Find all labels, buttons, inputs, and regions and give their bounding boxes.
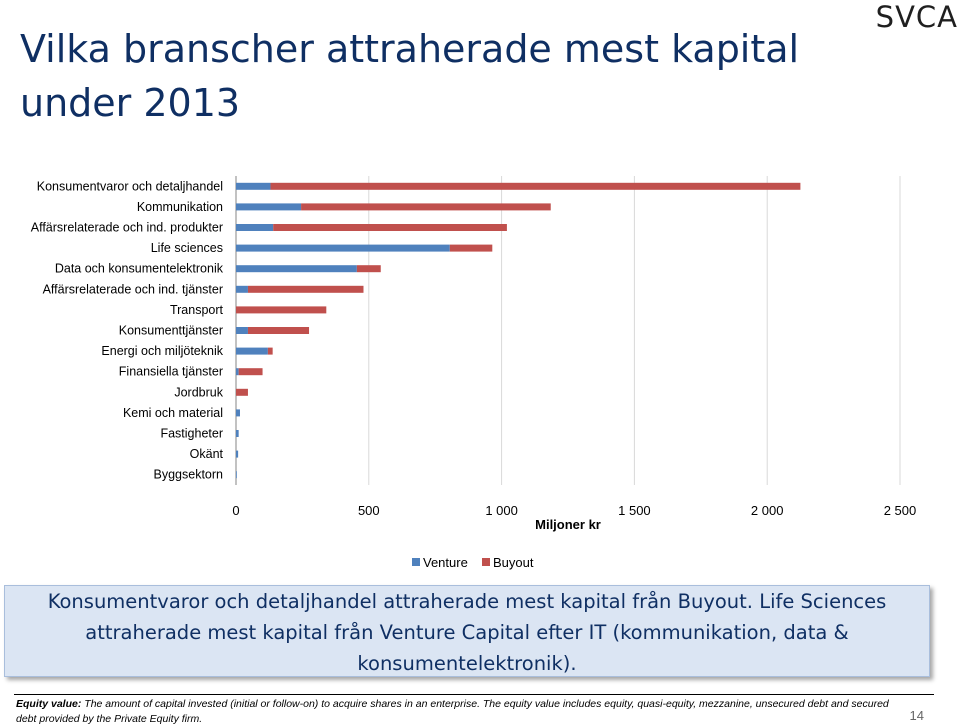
bar-buyout: [247, 285, 364, 293]
x-tick-label: 1 000: [485, 503, 518, 518]
category-label: Affärsrelaterade och ind. tjänster: [43, 282, 223, 296]
bar-buyout: [301, 203, 551, 211]
bar-venture: [236, 285, 248, 293]
x-tick-label: 1 500: [618, 503, 651, 518]
category-label: Kemi och material: [123, 406, 223, 420]
bar-venture: [236, 450, 239, 458]
bar-chart: Konsumentvaror och detaljhandel Kommunika…: [31, 176, 916, 570]
bar-buyout: [236, 388, 248, 396]
category-label: Finansiella tjänster: [119, 365, 223, 379]
category-label: Affärsrelaterade och ind. produkter: [31, 221, 223, 235]
bar-buyout: [247, 327, 310, 334]
bar-venture: [236, 347, 268, 355]
footnote-label: Equity value:: [16, 698, 82, 710]
legend-label-buyout: Buyout: [493, 555, 534, 570]
chart-legend: Venture Buyout: [412, 555, 534, 570]
category-label: Data och konsumentelektronik: [55, 262, 224, 276]
page-number: 14: [909, 708, 924, 723]
category-label: Transport: [170, 303, 224, 317]
x-tick-label: 500: [358, 503, 380, 518]
bar-venture: [236, 203, 302, 211]
chart-category-labels: Konsumentvaror och detaljhandel Kommunika…: [31, 179, 224, 481]
chart-tick-labels: 0 500 1 000 1 500 2 000 2 500: [232, 503, 916, 518]
bar-venture: [236, 327, 248, 334]
category-label: Konsumentvaror och detaljhandel: [37, 179, 223, 193]
bar-buyout: [356, 265, 381, 273]
x-tick-label: 2 500: [884, 503, 917, 518]
bar-venture: [236, 368, 239, 376]
bar-buyout: [236, 306, 327, 314]
bar-buyout: [267, 347, 273, 355]
footnote: Equity value: The amount of capital inve…: [16, 697, 896, 727]
summary-callout: Konsumentvaror och detaljhandel attraher…: [4, 585, 930, 677]
bar-venture: [236, 430, 239, 437]
category-label: Fastigheter: [160, 427, 223, 441]
x-tick-label: 0: [232, 503, 239, 518]
legend-swatch-buyout: [482, 558, 490, 566]
chart-bars: [236, 182, 801, 479]
category-label: Byggsektorn: [154, 468, 224, 482]
footer-divider: [14, 694, 934, 695]
bar-venture: [236, 471, 237, 479]
footnote-text: The amount of capital invested (initial …: [16, 698, 889, 725]
bar-buyout: [449, 244, 493, 252]
x-tick-label: 2 000: [751, 503, 784, 518]
bar-venture: [236, 224, 274, 231]
legend-swatch-venture: [412, 558, 420, 566]
chart-gridlines: [235, 176, 901, 485]
callout-text: Konsumentvaror och detaljhandel attraher…: [47, 590, 887, 675]
slide-title: Vilka branscher attraherade mest kapital…: [20, 27, 800, 125]
bar-venture: [236, 265, 357, 273]
bar-venture: [236, 409, 240, 417]
x-axis-label: Miljoner kr: [535, 517, 601, 532]
bar-buyout: [238, 368, 263, 376]
category-label: Jordbruk: [174, 385, 223, 399]
category-label: Okänt: [190, 447, 224, 461]
bar-buyout: [273, 224, 507, 231]
category-label: Konsumenttjänster: [119, 324, 223, 338]
bar-venture: [236, 244, 450, 252]
category-label: Life sciences: [151, 241, 223, 255]
category-label: Energi och miljöteknik: [101, 344, 223, 358]
svca-logo: SVCA: [875, 0, 958, 34]
bar-venture: [236, 182, 271, 190]
category-label: Kommunikation: [137, 200, 223, 214]
legend-label-venture: Venture: [423, 555, 468, 570]
bar-buyout: [270, 182, 801, 190]
